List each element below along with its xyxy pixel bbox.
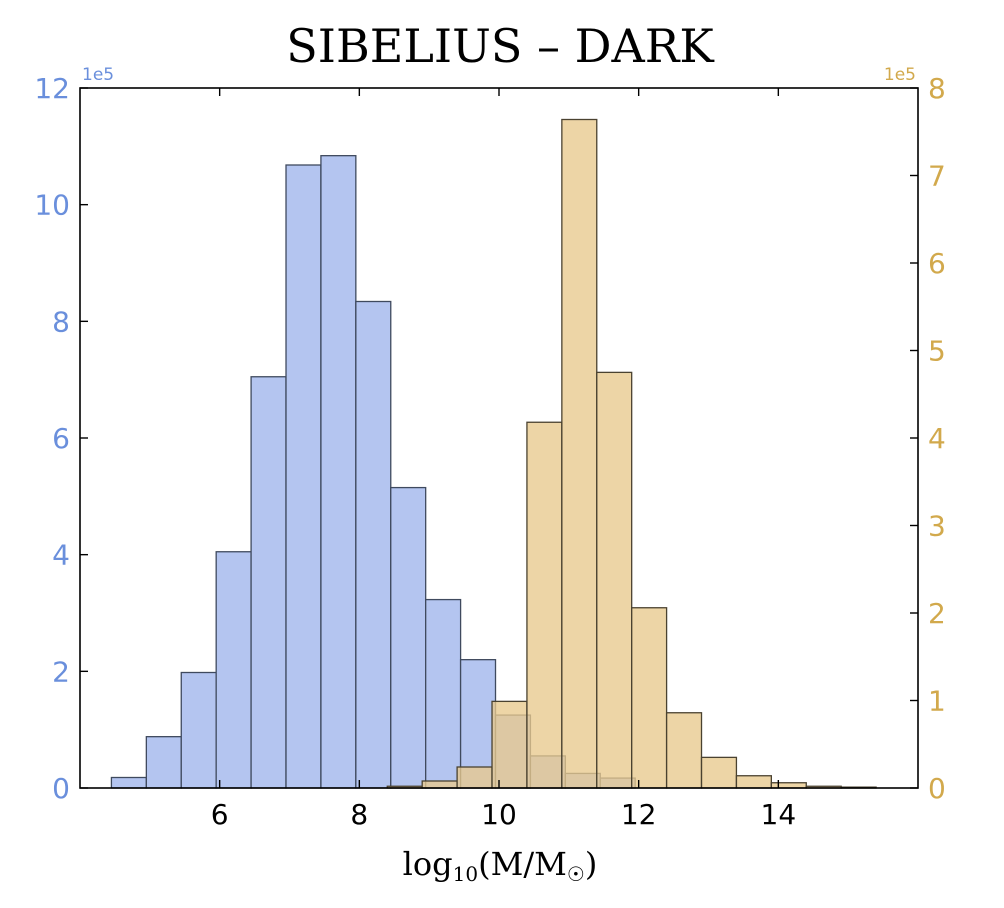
bars-right-series <box>386 118 877 789</box>
bar-left-3 <box>215 551 252 789</box>
bar-right-5 <box>526 421 563 789</box>
y-right-exponent: 1e5 <box>884 65 916 85</box>
y-left-tick-label: 0 <box>52 772 70 805</box>
chart-title: SIBELIUS – DARK <box>286 19 715 73</box>
bar-right-7 <box>596 371 633 789</box>
bar-right-2 <box>421 780 458 789</box>
bar-right-8 <box>631 607 668 789</box>
y-right-tick-label: 6 <box>928 247 946 280</box>
y-left-tick-label: 6 <box>52 422 70 455</box>
bar-left-6 <box>320 155 357 789</box>
bar-left-9 <box>425 598 462 789</box>
y-left-tick-label: 12 <box>34 72 70 105</box>
x-tick-label: 14 <box>761 798 797 831</box>
bar-left-1 <box>145 736 182 789</box>
bar-left-8 <box>390 486 427 789</box>
x-tick-label: 8 <box>350 798 368 831</box>
x-tick-label: 6 <box>211 798 229 831</box>
y-right-tick-label: 3 <box>928 510 946 543</box>
y-left-tick-label: 8 <box>52 305 70 338</box>
bar-left-5 <box>285 164 322 789</box>
bar-right-6 <box>561 118 598 789</box>
y-left-tick-label: 2 <box>52 655 70 688</box>
bar-right-4 <box>491 700 528 789</box>
x-tick-label: 10 <box>481 798 517 831</box>
y-right-tick-label: 1 <box>928 685 946 718</box>
y-right-tick-label: 0 <box>928 772 946 805</box>
bar-left-2 <box>180 671 217 789</box>
x-tick-label: 12 <box>621 798 657 831</box>
bars-left-series <box>110 155 636 789</box>
y-right-tick-label: 8 <box>928 72 946 105</box>
bar-right-9 <box>665 712 703 789</box>
y-right-tick-label: 7 <box>928 160 946 193</box>
bar-left-4 <box>250 376 287 789</box>
y-left-exponent: 1e5 <box>82 65 114 85</box>
y-right-tick-label: 5 <box>928 335 946 368</box>
y-right-tick-label: 2 <box>928 597 946 630</box>
bar-right-11 <box>735 775 773 789</box>
y-left-tick-label: 4 <box>52 539 70 572</box>
y-left-tick-label: 10 <box>34 189 70 222</box>
x-axis-label: log10(M/M☉) <box>403 845 598 886</box>
bar-left-7 <box>355 300 392 789</box>
bar-right-3 <box>456 766 493 789</box>
bar-right-10 <box>700 756 738 789</box>
bar-left-0 <box>110 776 147 789</box>
y-right-tick-label: 4 <box>928 422 946 455</box>
